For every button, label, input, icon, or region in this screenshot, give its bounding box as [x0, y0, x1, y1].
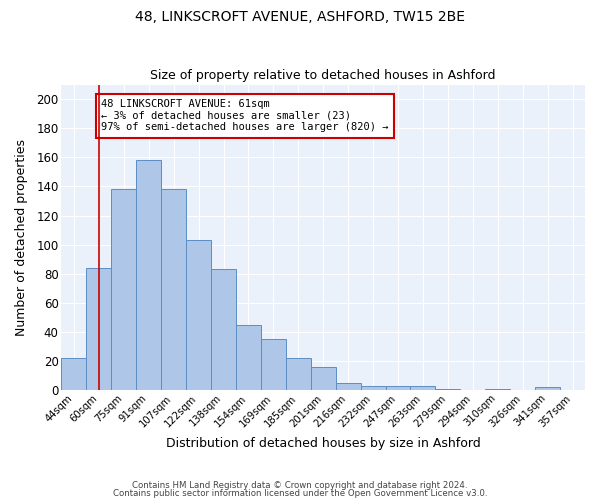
Bar — [112, 190, 136, 390]
Text: Contains HM Land Registry data © Crown copyright and database right 2024.: Contains HM Land Registry data © Crown c… — [132, 481, 468, 490]
Bar — [61, 358, 86, 390]
Bar — [361, 386, 386, 390]
Bar — [336, 383, 361, 390]
Bar — [286, 358, 311, 390]
Bar — [485, 389, 510, 390]
Bar — [410, 386, 436, 390]
Bar — [211, 270, 236, 390]
Bar — [311, 367, 336, 390]
Bar — [161, 190, 186, 390]
Y-axis label: Number of detached properties: Number of detached properties — [15, 139, 28, 336]
Text: 48, LINKSCROFT AVENUE, ASHFORD, TW15 2BE: 48, LINKSCROFT AVENUE, ASHFORD, TW15 2BE — [135, 10, 465, 24]
Bar — [535, 388, 560, 390]
Bar — [86, 268, 112, 390]
X-axis label: Distribution of detached houses by size in Ashford: Distribution of detached houses by size … — [166, 437, 481, 450]
Bar — [236, 325, 261, 390]
Text: Contains public sector information licensed under the Open Government Licence v3: Contains public sector information licen… — [113, 488, 487, 498]
Bar — [261, 340, 286, 390]
Bar — [386, 386, 410, 390]
Bar — [436, 389, 460, 390]
Bar — [136, 160, 161, 390]
Title: Size of property relative to detached houses in Ashford: Size of property relative to detached ho… — [151, 69, 496, 82]
Text: 48 LINKSCROFT AVENUE: 61sqm
← 3% of detached houses are smaller (23)
97% of semi: 48 LINKSCROFT AVENUE: 61sqm ← 3% of deta… — [101, 99, 389, 132]
Bar — [186, 240, 211, 390]
